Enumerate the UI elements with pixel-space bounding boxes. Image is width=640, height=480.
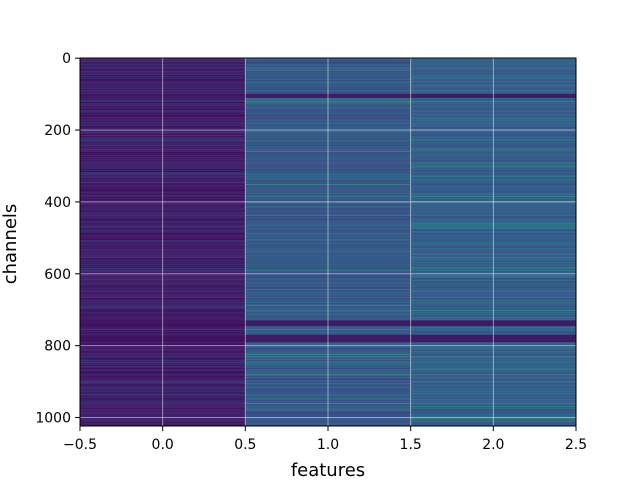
x-axis: −0.5 0.0 0.5 1.0 1.5 2.0 2.5 (63, 426, 587, 453)
x-tick-label: 1.0 (317, 437, 339, 453)
x-tick-label: 0.5 (234, 437, 256, 453)
y-axis-label: channels (0, 204, 21, 285)
y-tick-label: 0 (62, 51, 71, 67)
y-axis: 0 200 400 600 800 1000 (35, 51, 80, 427)
x-tick-label: 2.5 (565, 437, 587, 453)
x-tick-label: −0.5 (63, 437, 97, 453)
x-tick-label: 2.0 (482, 437, 504, 453)
y-tick-label: 200 (44, 123, 71, 139)
x-axis-label: features (291, 460, 365, 480)
x-tick-label: 1.5 (400, 437, 422, 453)
y-tick-label: 800 (44, 339, 71, 355)
y-tick-label: 600 (44, 267, 71, 283)
x-tick-label: 0.0 (152, 437, 174, 453)
y-tick-label: 400 (44, 195, 71, 211)
y-tick-label: 1000 (35, 411, 71, 427)
